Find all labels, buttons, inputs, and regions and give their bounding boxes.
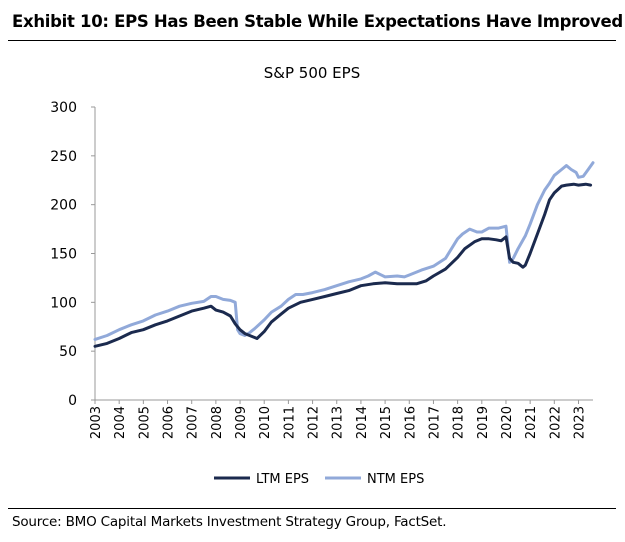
- y-tick-label: 150: [50, 247, 77, 263]
- x-tick-label: 2016: [403, 406, 418, 439]
- x-tick-label: 2005: [137, 406, 152, 439]
- legend-label-ltm-eps: LTM EPS: [256, 472, 309, 487]
- x-tick-label: 2012: [307, 406, 322, 439]
- chart-title: S&P 500 EPS: [264, 64, 360, 82]
- x-tick-label: 2007: [186, 406, 201, 439]
- x-tick-label: 2013: [331, 406, 346, 439]
- x-tick-label: 2011: [282, 406, 297, 439]
- legend: LTM EPS NTM EPS: [214, 472, 424, 487]
- x-tick-label: 2019: [476, 406, 491, 439]
- x-tick-label: 2010: [258, 406, 273, 439]
- x-axis: 2003 2004 2005 2006 2007 2008 2009 2010 2011 2012…: [89, 399, 593, 439]
- series-layer: [93, 161, 595, 348]
- x-tick-label: 2020: [500, 406, 515, 439]
- y-axis: 0 50 100 150 200 250 300: [50, 100, 96, 409]
- y-tick-label: 200: [50, 198, 77, 214]
- x-tick-label: 2008: [210, 406, 225, 439]
- x-tick-label: 2014: [355, 406, 370, 439]
- series-line-ltm-eps: [93, 182, 593, 348]
- title-divider: [8, 40, 616, 41]
- x-tick-label: 2017: [427, 406, 442, 439]
- source-note: Source: BMO Capital Markets Investment S…: [12, 514, 447, 530]
- series-line-ntm-eps: [93, 161, 595, 341]
- x-tick-label: 2015: [379, 406, 394, 439]
- legend-label-ntm-eps: NTM EPS: [367, 472, 424, 487]
- x-tick-label: 2018: [452, 406, 467, 439]
- y-tick-label: 50: [59, 344, 77, 360]
- y-tick-label: 250: [50, 149, 77, 165]
- x-tick-label: 2004: [113, 406, 128, 439]
- x-tick-label: 2009: [234, 406, 249, 439]
- x-tick-label: 2023: [572, 406, 587, 439]
- source-divider: [8, 508, 616, 509]
- x-tick-label: 2006: [162, 406, 177, 439]
- x-tick-label: 2022: [548, 406, 563, 439]
- y-tick-label: 300: [50, 100, 77, 116]
- y-tick-label: 0: [68, 393, 77, 409]
- x-tick-label: 2021: [524, 406, 539, 439]
- exhibit-title: Exhibit 10: EPS Has Been Stable While Ex…: [12, 12, 623, 31]
- y-tick-label: 100: [50, 295, 77, 311]
- x-tick-label: 2003: [89, 406, 104, 439]
